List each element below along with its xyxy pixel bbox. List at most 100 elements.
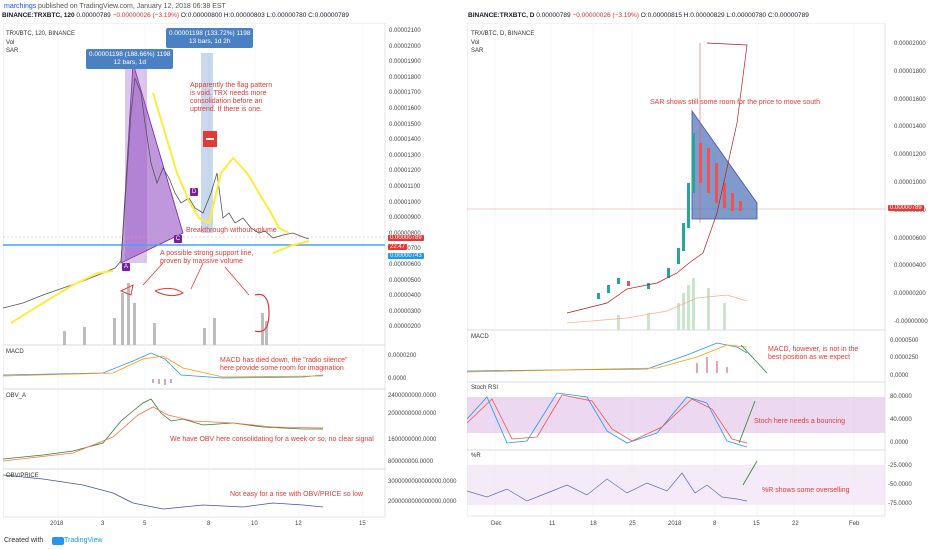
left-macd-title: MACD [6, 349, 24, 355]
right-macd-axis-1: 0.0000500 [890, 338, 919, 344]
right-stoch-title: Stoch RSI [471, 385, 499, 391]
left-last-price-tag: 0.00000789 [388, 235, 424, 241]
volume-bars [63, 283, 268, 345]
left-price-axis-label: 0.00001700 [389, 90, 421, 97]
left-title: TRX/BTC, 120, BINANCE [6, 31, 76, 37]
right-xtick-9: Feb [849, 521, 860, 527]
left-xtick-2: 3 [101, 521, 105, 527]
left-chart-svg[interactable] [3, 23, 461, 529]
left-obvp-annotation: Not easy for a rise with OBV/PRICE so lo… [230, 491, 364, 498]
flag-triangle [120, 62, 184, 264]
publish-bar: marchings published on TradingView.com, … [0, 0, 932, 20]
created-with-label: Created with [4, 537, 44, 544]
right-last-price-tag: 0.00000789 [888, 205, 924, 211]
right-price-axis-label: 0.00001200 [894, 152, 926, 159]
sar-yellow-1 [10, 270, 114, 324]
right-title: TRX/BTC, D, BINANCE [471, 31, 535, 37]
left-price-axis-label: 0.00001000 [389, 199, 421, 206]
left-last-time-tag: 22:47 [388, 244, 408, 250]
left-macd-annotation: MACD has died down, the "radio silence" h… [220, 357, 348, 372]
right-stoch-axis-1: 80.0000 [890, 394, 912, 400]
measure-box-1 [125, 53, 147, 263]
obv-ma [3, 406, 324, 462]
macd-line [3, 352, 324, 379]
left-obv-axis-2: 2000000000.0000 [388, 411, 437, 417]
left-obv-annotation: We have OBV here consolidating for a wee… [170, 436, 374, 443]
right-price-axis-label: 0.00001400 [894, 124, 926, 131]
right-xtick-6: 8 [713, 521, 717, 527]
right-stoch-axis-2: 40.0000 [890, 417, 912, 423]
sar-yellow-2 [152, 92, 290, 234]
left-price-axis-label: 0.00000300 [389, 308, 421, 315]
right-xtick-4: 25 [629, 521, 636, 527]
right-xtick-8: 22 [792, 521, 799, 527]
wr-line [467, 472, 748, 502]
macd-signal [3, 355, 324, 378]
price-line [3, 77, 310, 309]
left-obv-title: OBV_A [6, 393, 27, 399]
right-price-axis-label: -0.00000000 [894, 319, 928, 325]
right-wr-axis-2: -50.0000 [888, 482, 912, 488]
measure-bubble-2: 0.00001198 (133.72%) 1198 13 bars, 1d 2h [166, 28, 254, 48]
measure-bubble-1: 0.00001198 (188.66%) 1198 12 bars, 1d [86, 49, 174, 69]
right-xtick-5: 2018 [668, 521, 682, 527]
left-xtick-5: 10 [251, 521, 258, 527]
left-vol-label: Vol [6, 40, 15, 46]
left-price-axis-label: 0.00001500 [389, 121, 421, 128]
left-price-axis-label: 0.00000200 [389, 324, 421, 331]
left-price-axis-label: 0.00001900 [389, 59, 421, 66]
right-xtick-3: 18 [590, 521, 597, 527]
right-macd-axis-3: 0.0000 [890, 373, 909, 379]
point-c: C [174, 235, 182, 243]
left-price-axis-label: 0.00001400 [389, 137, 421, 144]
left-sar-label: SAR [6, 48, 19, 54]
left-support-tag: 0.00000743 [388, 253, 424, 259]
left-obvp-axis-1: 3000000000000000.0000 [388, 479, 457, 485]
point-a: A [122, 263, 130, 271]
left-price-axis-label: 0.00000400 [389, 293, 421, 300]
wr-band [467, 465, 885, 505]
author-link[interactable]: marchings [4, 3, 37, 10]
left-obv-axis-4: 800000000.0000 [388, 459, 434, 465]
sar-yellow-3 [272, 240, 310, 254]
right-wr-axis-3: -75.0000 [888, 501, 912, 507]
left-price-axis-label: 0.00000800 [389, 230, 421, 237]
right-price-axis-label: 0.00001800 [894, 68, 926, 75]
right-vol-label: Vol [471, 40, 480, 46]
right-sar-annotation: SAR shows still some room for the price … [650, 99, 821, 106]
right-wr-title: %R [471, 453, 481, 459]
right-sar-label: SAR [471, 48, 484, 54]
left-xtick-7: 15 [359, 521, 366, 527]
obvp-line [3, 474, 324, 510]
left-price-axis-label: 0.00001200 [389, 168, 421, 175]
left-price-axis-label: 0.00001800 [389, 74, 421, 81]
left-price-axis-label: 0.00001100 [389, 184, 421, 190]
right-macd-line [467, 342, 748, 372]
left-price-axis-label: 0.00001600 [389, 106, 421, 112]
right-wr-annotation: %R shows some overselling [762, 487, 850, 494]
right-xtick-7: 15 [753, 521, 760, 527]
left-xtick-6: 12 [295, 521, 302, 527]
right-price-axis-label: 0.00000600 [894, 235, 926, 242]
publish-info: published on TradingView.com, January 12… [38, 3, 226, 10]
left-obvp-axis-2: 2000000000000000.0000 [388, 499, 457, 505]
left-price-axis-label: 0.00000600 [389, 262, 421, 268]
right-xtick-1: Dec [491, 521, 502, 527]
left-xtick-1: 2018 [50, 521, 64, 527]
right-price-axis-label: 0.00001600 [894, 96, 926, 103]
right-macd-signal [467, 344, 748, 373]
tradingview-brand-link[interactable]: TradingView [64, 537, 103, 544]
right-macd-title: MACD [471, 334, 489, 340]
support-annotation: A possible strong support line, proven by… [160, 250, 254, 265]
footer: Created with TradingView [0, 534, 932, 550]
tradingview-logo-icon [52, 537, 64, 545]
right-price-axis-label: 0.00001000 [894, 180, 926, 186]
right-chart-svg[interactable] [467, 23, 929, 529]
right-price-axis-label: 0.00000400 [894, 263, 926, 270]
stoch-band [467, 397, 885, 433]
right-sar-line [566, 42, 748, 314]
right-price-axis-label: 0.00002000 [894, 41, 926, 47]
left-obvp-title: OBV/PRICE [6, 473, 39, 479]
left-obv-axis-1: 2400000000.0000 [388, 393, 437, 399]
point-d: D [190, 188, 198, 196]
